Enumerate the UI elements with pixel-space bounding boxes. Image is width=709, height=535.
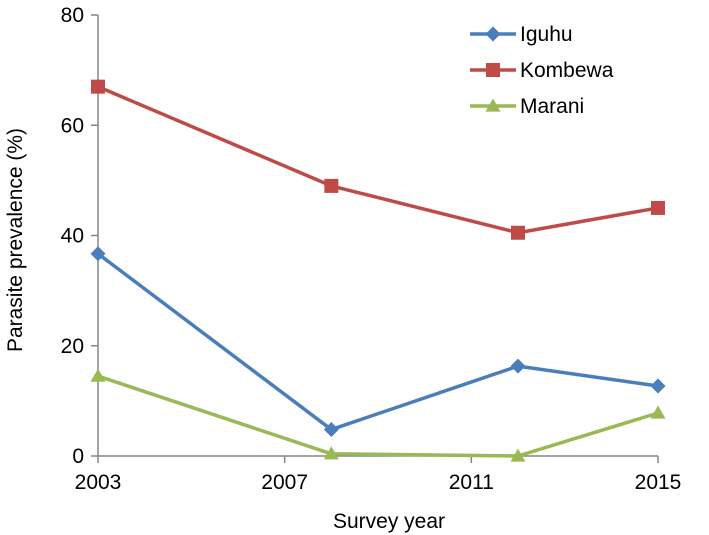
data-point-kombewa <box>651 200 665 215</box>
data-point-kombewa <box>91 79 105 94</box>
x-tick-label: 2015 <box>635 471 682 494</box>
legend-label-kombewa: Kombewa <box>520 59 614 82</box>
series-marani <box>90 368 666 462</box>
axes: 0 20 40 60 80 2003 2007 2011 2015 <box>61 4 682 494</box>
series-line-marani <box>97 374 659 458</box>
legend-marker-marani <box>485 98 501 112</box>
legend-marker-kombewa <box>486 63 500 77</box>
data-point-kombewa <box>324 178 339 193</box>
legend-marker-iguhu <box>485 26 501 42</box>
data-point-marani <box>323 446 339 460</box>
series-kombewa <box>91 79 665 240</box>
legend-item-marani: Marani <box>470 95 584 118</box>
series-line-kombewa <box>97 85 659 235</box>
data-point-iguhu <box>650 378 666 394</box>
legend-item-kombewa: Kombewa <box>470 59 614 82</box>
data-point-iguhu <box>510 358 526 374</box>
data-point-marani <box>650 405 666 419</box>
x-tick-label: 2011 <box>449 471 494 494</box>
y-tick-label: 80 <box>61 4 84 27</box>
data-point-iguhu <box>323 422 339 438</box>
data-point-kombewa <box>511 225 525 240</box>
y-tick-label: 40 <box>61 225 84 248</box>
legend: Iguhu Kombewa Marani <box>470 23 614 118</box>
legend-label-iguhu: Iguhu <box>520 23 573 46</box>
x-tick-label: 2003 <box>75 471 122 494</box>
legend-label-marani: Marani <box>520 95 584 118</box>
y-tick-label: 60 <box>61 114 84 137</box>
series-layer <box>90 79 666 462</box>
y-tick-label: 20 <box>61 335 84 358</box>
series-line-iguhu <box>96 252 659 432</box>
series-iguhu <box>90 246 666 438</box>
x-tick-label: 2007 <box>261 471 308 494</box>
legend-item-iguhu: Iguhu <box>470 23 573 46</box>
data-point-iguhu <box>90 246 106 262</box>
y-axis-title: Parasite prevalence (%) <box>4 128 27 352</box>
data-point-marani <box>510 448 526 462</box>
x-axis-title: Survey year <box>333 510 445 533</box>
data-point-marani <box>90 368 106 382</box>
y-tick-label: 0 <box>72 445 84 468</box>
